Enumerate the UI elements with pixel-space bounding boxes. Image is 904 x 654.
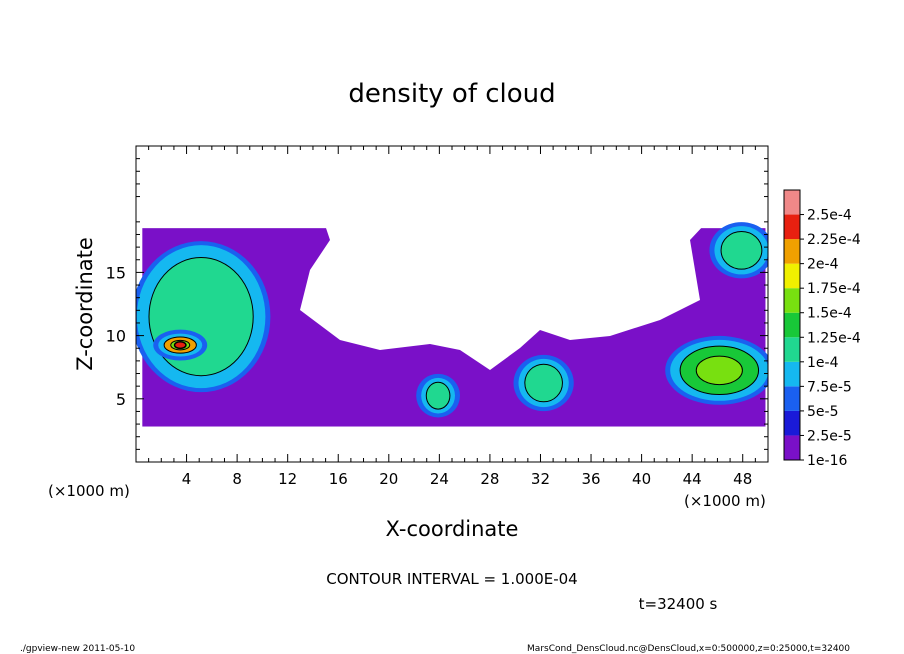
cloud-free-region (300, 168, 720, 370)
colorbar-swatch (784, 190, 800, 215)
colorbar-label: 2.5e-5 (807, 428, 852, 444)
region-mid-patch-32 (513, 354, 574, 412)
x-tick-label: 24 (430, 470, 449, 488)
colorbar-swatch (784, 263, 800, 289)
footer-left: ./gpview-new 2011-05-10 (20, 644, 135, 654)
plot-area (136, 168, 768, 462)
x-tick-label: 48 (733, 470, 752, 488)
colorbar-label: 2.5e-4 (807, 208, 852, 224)
x-tick-label: 16 (329, 470, 348, 488)
x-axis-unit-right: (×1000 m) (684, 492, 766, 510)
colorbar-frame (783, 189, 801, 461)
colorbar-label: 2e-4 (807, 257, 839, 273)
x-tick-label: 32 (531, 470, 550, 488)
x-tick-label: 4 (182, 470, 192, 488)
colorbar-swatch (784, 386, 800, 411)
colorbar-label: 5e-5 (807, 404, 838, 420)
y-axis-ticks: 5 10 15 (106, 158, 768, 450)
region-left-hotspot (153, 329, 208, 361)
region-top-right-patch (709, 222, 768, 279)
contour-interval-label: CONTOUR INTERVAL = 1.000E-04 (326, 570, 577, 588)
x-tick-label: 40 (632, 470, 651, 488)
y-tick-label: 15 (106, 263, 126, 282)
region-left-green-mass (136, 241, 271, 393)
x-tick-label: 12 (278, 470, 297, 488)
colorbar-swatch (784, 312, 800, 338)
colorbar-swatch (784, 214, 800, 240)
colorbar-swatch (784, 337, 800, 362)
density-field (136, 168, 768, 462)
colorbar: 1e-16 2.5e-5 5e-5 7.5e-5 1e-4 1.25e-4 1.5e-4 1.… (783, 189, 861, 469)
colorbar-label: 1.25e-4 (807, 330, 861, 346)
lower-clear-band (136, 426, 768, 462)
time-label: t=32400 s (639, 595, 718, 613)
colorbar-label: 7.5e-5 (807, 379, 852, 395)
colorbar-label: 1.5e-4 (807, 306, 852, 322)
y-tick-label: 10 (106, 327, 126, 346)
x-axis-unit-left: (×1000 m) (48, 482, 130, 500)
x-axis-ticks: 4 8 12 16 20 24 28 32 36 40 44 48 (148, 146, 756, 488)
colorbar-label: 1e-16 (807, 453, 847, 469)
colorbar-swatch (784, 435, 800, 460)
x-axis-label: X-coordinate (386, 517, 519, 541)
colorbar-label: 1e-4 (807, 355, 839, 371)
chart-title: density of cloud (348, 79, 555, 109)
y-axis-label: Z-coordinate (73, 237, 97, 371)
region-right-patch-45 (665, 335, 768, 405)
colorbar-swatch (784, 239, 800, 264)
colorbar-swatch (784, 288, 800, 313)
y-tick-label: 5 (116, 390, 126, 409)
footer-right: MarsCond_DensCloud.nc@DensCloud,x=0:5000… (527, 644, 850, 654)
colorbar-swatch (784, 410, 800, 436)
x-tick-label: 44 (683, 470, 702, 488)
colorbar-swatch (784, 361, 800, 387)
x-tick-label: 36 (581, 470, 600, 488)
x-tick-label: 28 (480, 470, 499, 488)
region-mid-patch-23 (416, 373, 460, 418)
colorbar-label: 2.25e-4 (807, 232, 861, 248)
x-tick-label: 8 (232, 470, 242, 488)
x-tick-label: 20 (379, 470, 398, 488)
colorbar-label: 1.75e-4 (807, 281, 861, 297)
